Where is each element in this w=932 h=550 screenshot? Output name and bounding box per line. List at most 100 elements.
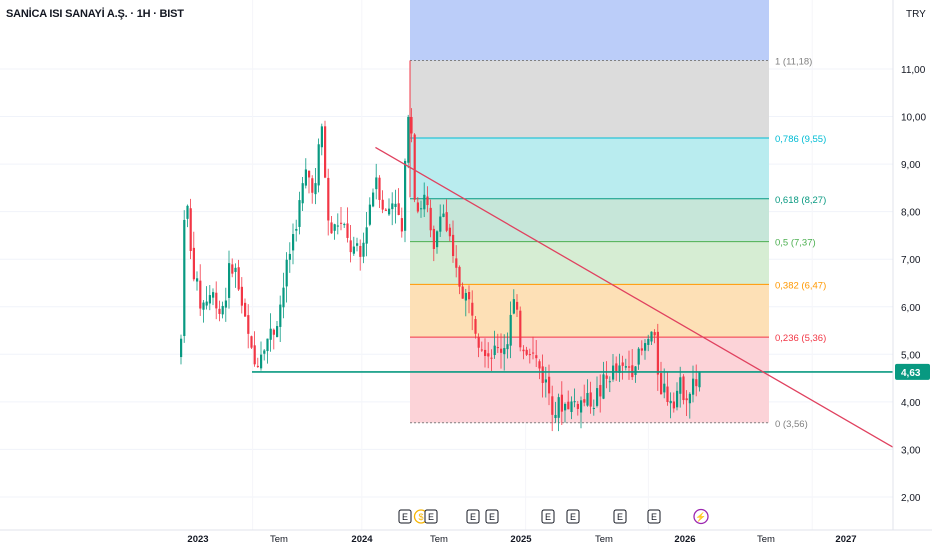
time-tick-label: 2023 bbox=[187, 534, 208, 545]
candle bbox=[381, 190, 384, 214]
earnings-marker[interactable]: E bbox=[541, 509, 555, 524]
candle-body bbox=[301, 183, 304, 204]
candle-body bbox=[429, 207, 432, 231]
price-axis-bg bbox=[893, 0, 932, 550]
candle bbox=[330, 215, 333, 234]
candle bbox=[183, 210, 186, 343]
candle-body bbox=[375, 177, 378, 190]
candle bbox=[228, 250, 231, 309]
candle-body bbox=[346, 223, 349, 238]
candle-body bbox=[567, 401, 570, 410]
candle-body bbox=[618, 365, 621, 374]
candle-body bbox=[548, 376, 551, 394]
candle-body bbox=[410, 116, 413, 134]
candle-body bbox=[554, 414, 557, 418]
candle-body bbox=[359, 245, 362, 257]
price-tick-label: 7,00 bbox=[901, 255, 921, 266]
earnings-marker[interactable]: E bbox=[398, 509, 412, 524]
candle-body bbox=[640, 348, 643, 351]
candle-body bbox=[256, 365, 259, 367]
earnings-marker-box bbox=[566, 509, 580, 524]
candle-body bbox=[221, 305, 224, 315]
candle-body bbox=[528, 354, 531, 356]
candle-body bbox=[506, 344, 509, 350]
earnings-marker-box bbox=[541, 509, 555, 524]
candle bbox=[647, 334, 650, 352]
candle bbox=[237, 259, 240, 291]
candle-body bbox=[544, 379, 547, 383]
drawing-lines[interactable] bbox=[252, 146, 922, 465]
time-axis[interactable]: 2023 Tem 2024 Tem 2025 Tem 2026 Tem 2027 bbox=[0, 529, 932, 545]
earnings-marker[interactable]: E bbox=[466, 509, 480, 524]
candle-body bbox=[384, 209, 387, 211]
candle bbox=[343, 222, 346, 228]
candle-body bbox=[490, 357, 493, 359]
candle bbox=[196, 271, 199, 291]
price-tick-label: 5,00 bbox=[901, 350, 921, 361]
time-tick-label: 2026 bbox=[674, 534, 695, 545]
candle bbox=[624, 358, 627, 371]
candle bbox=[208, 285, 211, 311]
candle-body bbox=[583, 399, 586, 403]
candle-body bbox=[596, 388, 599, 406]
candle bbox=[685, 390, 688, 417]
candle bbox=[628, 350, 631, 380]
earnings-marker[interactable]: E bbox=[647, 509, 661, 524]
earnings-marker-box bbox=[424, 509, 438, 524]
trendline[interactable] bbox=[375, 146, 922, 465]
split-marker[interactable]: ⚡ bbox=[693, 508, 709, 525]
candle bbox=[599, 374, 602, 413]
candle-body bbox=[573, 401, 576, 403]
candle bbox=[192, 231, 195, 282]
fibonacci-retracement[interactable]: 1 (11,18) 0,786 (9,55) 0,618 (8,27) 0,5 (7,… bbox=[410, 0, 826, 430]
candle-body bbox=[400, 218, 403, 232]
event-markers[interactable]: E E E E E E E$ E ⚡ bbox=[398, 508, 709, 525]
candle bbox=[304, 158, 307, 189]
price-tick-label: 2,00 bbox=[901, 493, 921, 504]
candle bbox=[288, 242, 291, 273]
fib-level-label: 0,786 (9,55) bbox=[775, 134, 826, 145]
earnings-marker[interactable]: E bbox=[485, 509, 499, 524]
candle-body bbox=[516, 301, 519, 310]
candle bbox=[666, 371, 669, 406]
candle-body bbox=[365, 227, 368, 244]
candle-body bbox=[605, 375, 608, 379]
candle bbox=[400, 207, 403, 238]
candle-body bbox=[474, 319, 477, 334]
candle bbox=[500, 333, 503, 369]
candle-body bbox=[388, 208, 391, 215]
candle-body bbox=[186, 205, 189, 219]
candle bbox=[285, 252, 288, 303]
candle-body bbox=[672, 401, 675, 409]
last-price-label: 4,63 bbox=[901, 368, 921, 379]
candle bbox=[362, 232, 365, 264]
candle-body bbox=[189, 208, 192, 252]
candle bbox=[570, 396, 573, 420]
candle-body bbox=[362, 242, 365, 257]
earnings-marker[interactable]: E bbox=[566, 509, 580, 524]
price-axis[interactable]: TRY 11,00 10,00 9,00 8,00 7,00 6,00 5,00 4,00 3,0… bbox=[892, 0, 932, 550]
candle bbox=[298, 191, 301, 235]
candle-body bbox=[320, 126, 323, 148]
candle-body bbox=[208, 295, 211, 304]
candle-body bbox=[452, 234, 455, 257]
price-tick-label: 10,00 bbox=[901, 113, 926, 124]
candle-body bbox=[240, 286, 243, 306]
candle-body bbox=[580, 400, 583, 413]
candle bbox=[199, 264, 202, 316]
dividend-marker[interactable]: $ E bbox=[413, 509, 438, 524]
candle bbox=[471, 290, 474, 331]
candle bbox=[551, 385, 554, 432]
fib-zone bbox=[410, 60, 769, 138]
earnings-marker[interactable]: E bbox=[613, 509, 627, 524]
fib-level-label: 0,5 (7,37) bbox=[775, 238, 816, 249]
earnings-marker-box bbox=[466, 509, 480, 524]
candle bbox=[336, 213, 339, 235]
symbol-title: SANİCA ISI SANAYİ A.Ş. · 1H · BIST bbox=[6, 8, 184, 20]
candle bbox=[452, 220, 455, 263]
candle bbox=[416, 197, 419, 214]
candle bbox=[247, 304, 250, 349]
candle bbox=[205, 286, 208, 310]
candle bbox=[496, 333, 499, 354]
